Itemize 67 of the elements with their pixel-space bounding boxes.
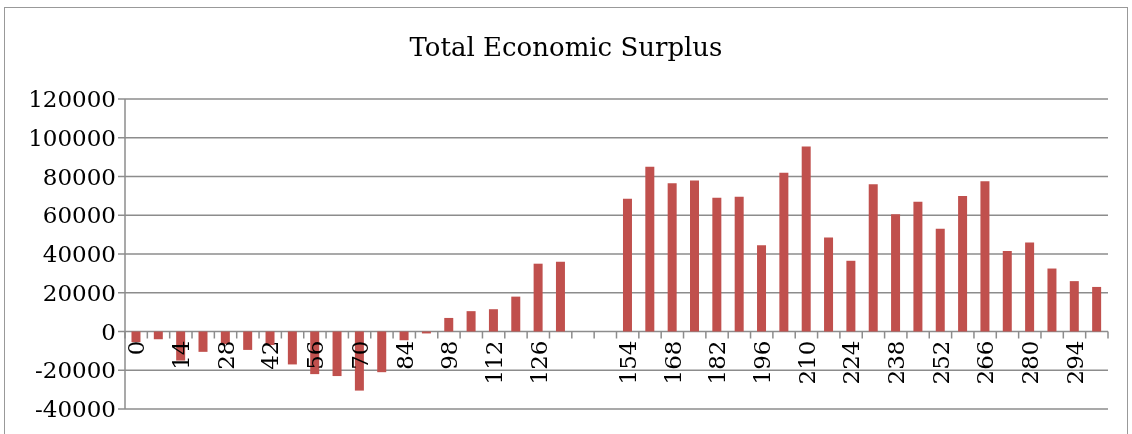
bar — [801, 146, 811, 332]
y-tick-label: 0 — [101, 318, 116, 345]
bar — [1069, 281, 1079, 332]
bar — [779, 172, 789, 332]
y-tick-label: 100000 — [28, 124, 116, 151]
x-tick-label: 224 — [838, 340, 865, 385]
bar — [466, 311, 476, 332]
bar — [1002, 251, 1012, 332]
bar — [980, 181, 990, 332]
x-tick-label: 168 — [659, 340, 686, 385]
bar — [153, 331, 163, 340]
x-tick-label: 294 — [1061, 340, 1088, 385]
y-tick-label: 80000 — [42, 163, 116, 190]
bar — [444, 317, 454, 332]
bar — [1047, 268, 1057, 332]
x-tick-label: 238 — [883, 340, 910, 385]
x-tick-label: 0 — [123, 340, 150, 356]
bar — [511, 296, 521, 332]
x-tick-label: 98 — [436, 340, 463, 370]
bar — [287, 331, 297, 365]
bar — [1092, 286, 1102, 332]
bar — [1025, 242, 1035, 332]
y-tick-label: 60000 — [42, 202, 116, 229]
y-tick-label: 120000 — [28, 86, 116, 113]
bar — [377, 331, 387, 373]
bar — [757, 245, 767, 332]
bar — [131, 331, 141, 343]
x-tick-label: 56 — [302, 340, 329, 370]
x-tick-label: 182 — [704, 340, 731, 385]
chart-title: Total Economic Surplus — [408, 31, 724, 63]
x-tick-label: 84 — [391, 340, 418, 370]
bar — [533, 263, 543, 332]
bar — [891, 214, 901, 332]
bar — [824, 237, 834, 332]
x-tick-label: 154 — [614, 340, 641, 385]
bar — [399, 331, 409, 341]
x-tick-label: 280 — [1017, 340, 1044, 385]
bar — [712, 197, 722, 332]
x-tick-label: 112 — [480, 340, 507, 385]
bar — [958, 195, 968, 332]
x-tick-label: 196 — [749, 340, 775, 385]
y-tick-label: -20000 — [35, 357, 116, 384]
bar — [645, 166, 655, 332]
bar — [734, 196, 744, 332]
bar — [555, 261, 565, 332]
y-tick-label: 40000 — [42, 241, 116, 268]
bar — [935, 228, 945, 332]
x-tick-label: 42 — [257, 340, 284, 370]
y-tick-label: 20000 — [42, 279, 116, 306]
bar — [690, 180, 699, 332]
bar — [198, 331, 208, 352]
bar — [243, 331, 253, 350]
x-tick-label: 252 — [927, 340, 954, 385]
x-tick-label: 266 — [972, 340, 999, 385]
bar — [913, 201, 923, 332]
bar — [667, 183, 677, 332]
bar — [622, 198, 632, 332]
y-tick-label: -40000 — [35, 396, 116, 423]
x-tick-label: 210 — [793, 340, 820, 385]
bar — [846, 260, 856, 332]
bar — [488, 309, 498, 332]
x-tick-label: 126 — [525, 340, 552, 385]
bar — [868, 184, 878, 332]
x-tick-label: 70 — [346, 340, 373, 370]
x-tick-label: 14 — [168, 340, 195, 370]
bar — [332, 331, 342, 377]
x-tick-label: 28 — [212, 340, 239, 370]
